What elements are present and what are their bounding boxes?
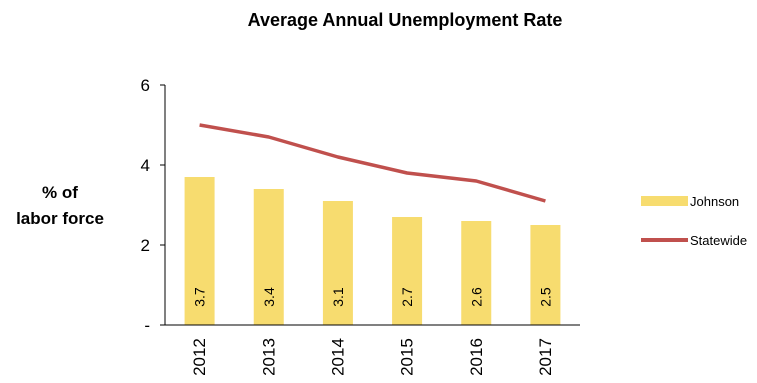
data-label-2015: 2.7 [399,287,415,307]
y-tick-label-2: 4 [141,156,150,175]
data-label-2016: 2.6 [468,287,484,307]
x-tick-label-2017: 2017 [536,338,555,376]
bar-2017 [530,225,561,325]
data-labels: 3.7 3.4 3.1 2.7 2.6 2.5 [192,287,554,307]
legend-label-johnson: Johnson [690,194,739,209]
y-axis-label-line-1: % of [42,183,78,202]
y-axis-ticks: - 2 4 6 [141,76,165,335]
bar-2016 [461,221,492,325]
bar-2015 [392,217,423,325]
x-tick-label-2015: 2015 [398,338,417,376]
legend-label-statewide: Statewide [690,233,747,248]
x-tick-label-2012: 2012 [190,338,209,376]
y-tick-label-1: 2 [141,236,150,255]
legend-swatch-johnson [641,196,688,206]
bar-2014 [322,201,353,325]
chart-title: Average Annual Unemployment Rate [248,10,563,30]
x-tick-label-2014: 2014 [328,338,347,376]
x-tick-label-2016: 2016 [467,338,486,376]
x-axis-ticks: 2012 2013 2014 2015 2016 2017 [190,338,555,376]
data-label-2014: 3.1 [330,287,346,307]
legend: Johnson Statewide [641,194,747,248]
bar-2013 [253,189,284,325]
y-tick-label-0: - [144,316,150,335]
y-axis-label-line-2: labor force [16,209,104,228]
data-label-2012: 3.7 [192,287,208,307]
x-tick-label-2013: 2013 [259,338,278,376]
line-series-statewide [199,123,546,203]
data-label-2013: 3.4 [261,287,277,307]
y-tick-label-3: 6 [141,76,150,95]
statewide-line [199,123,546,203]
bar-series-johnson [184,177,561,325]
bar-2012 [184,177,215,325]
data-label-2017: 2.5 [537,287,553,307]
